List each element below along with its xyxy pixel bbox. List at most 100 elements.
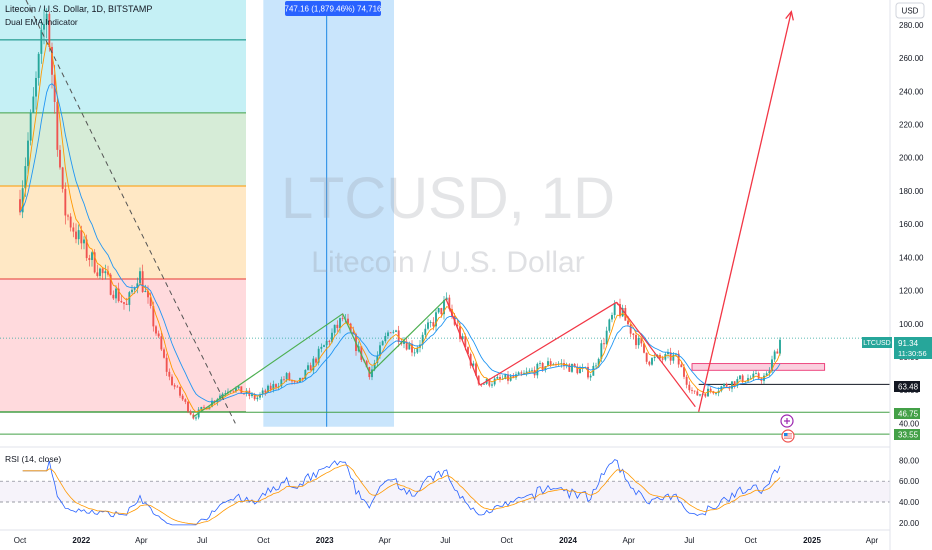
candle-body — [104, 271, 107, 274]
candle-body — [392, 331, 395, 333]
y-tick-label: 100.00 — [899, 320, 924, 329]
candle-body — [307, 365, 309, 370]
candle-body — [107, 271, 109, 275]
candle-body — [627, 320, 629, 325]
candle-body — [747, 378, 749, 382]
candle-body — [755, 373, 757, 375]
candle-body — [109, 274, 112, 295]
candle-body — [421, 334, 424, 345]
labels-layer: 747.16 (1,879.46%) 74,716 USD LTCUSD 91.… — [5, 1, 932, 464]
candle-body — [752, 373, 755, 378]
candle-body — [275, 384, 277, 388]
candle-body — [621, 308, 624, 317]
candle-body — [496, 377, 499, 379]
candle-body — [541, 363, 544, 370]
fib-zone-1 — [0, 39, 246, 113]
candle-body — [203, 406, 205, 408]
candle-body — [531, 369, 533, 371]
candle-body — [224, 393, 227, 394]
candle-body — [776, 351, 779, 354]
candle-body — [413, 352, 416, 354]
currency-button[interactable] — [895, 2, 925, 19]
y-tick-label: 200.00 — [899, 154, 924, 163]
measure-label: 747.16 (1,879.46%) 74,716 — [285, 5, 383, 14]
candle-body — [381, 341, 384, 346]
x-tick-label: Jul — [684, 536, 694, 545]
candle-body — [373, 362, 376, 370]
candle-body — [147, 290, 149, 298]
candle-body — [69, 216, 72, 228]
candle-body — [171, 376, 173, 386]
candle-body — [256, 397, 259, 400]
ema-fast-line — [19, 41, 781, 413]
candle-body — [245, 390, 248, 394]
candle-body — [595, 365, 597, 367]
candle-body — [499, 377, 501, 379]
candle-body — [280, 379, 283, 387]
candle-body — [200, 406, 203, 410]
candle-body — [608, 319, 611, 331]
rsi-ma-line — [22, 464, 781, 525]
x-tick-label: Jul — [440, 536, 450, 545]
candle-body — [443, 300, 445, 315]
candle-body — [653, 357, 656, 359]
candle-body — [56, 101, 59, 150]
candle-body — [325, 340, 328, 346]
us-flag-event-icon[interactable] — [781, 429, 795, 443]
ema-slow-line — [19, 83, 781, 403]
candle-body — [688, 384, 691, 391]
candle-body — [173, 385, 176, 387]
candle-body — [261, 390, 264, 395]
candle-body — [195, 417, 197, 419]
candle-body — [32, 96, 35, 113]
candle-body — [221, 393, 224, 396]
currency-button-label: USD — [902, 7, 919, 16]
candle-body — [448, 297, 451, 310]
candle-body — [507, 374, 509, 381]
candle-body — [467, 347, 469, 354]
candle-body — [683, 367, 685, 377]
candle-body — [99, 268, 101, 276]
candle-body — [389, 332, 392, 334]
candle-body — [101, 268, 104, 274]
candle-body — [283, 379, 285, 381]
candle-body — [157, 333, 160, 337]
price-tag-price: 91.34 — [898, 339, 919, 348]
candle-body — [187, 401, 189, 412]
y-tick-label: 160.00 — [899, 220, 924, 229]
x-tick-label: Apr — [866, 536, 879, 545]
candle-body — [320, 346, 323, 349]
candle-body — [512, 376, 515, 378]
candle-body — [677, 353, 680, 365]
level-lines-layer — [0, 337, 890, 435]
candle-body — [136, 283, 139, 288]
candle-body — [205, 407, 208, 410]
candle-body — [667, 352, 669, 355]
candle-body — [435, 312, 437, 327]
price-tag-countdown: 11:30:56 — [898, 349, 927, 358]
candle-body — [488, 379, 491, 386]
candle-body — [475, 363, 477, 376]
red-zigzag-leg-1 — [479, 301, 617, 386]
candle-body — [333, 324, 336, 333]
candle-body — [648, 361, 651, 365]
y-tick-label: 240.00 — [899, 87, 924, 96]
candle-body — [123, 302, 125, 304]
candle-body — [347, 318, 349, 324]
candle-body — [733, 381, 736, 386]
candle-body — [85, 239, 88, 259]
level-tag-2: 46.75 — [898, 410, 919, 419]
candle-body — [547, 361, 549, 367]
candle-body — [179, 386, 181, 396]
y-tick-label: 260.00 — [899, 54, 924, 63]
candle-body — [144, 290, 147, 292]
candle-body — [744, 381, 747, 383]
candle-body — [491, 384, 493, 386]
candle-body — [509, 376, 512, 381]
candle-body — [267, 385, 269, 393]
add-alert-icon[interactable] — [780, 414, 794, 428]
candle-body — [672, 354, 675, 361]
candle-body — [693, 390, 696, 392]
rsi-pane: 80.00 60.00 40.00 20.00 — [0, 456, 920, 528]
